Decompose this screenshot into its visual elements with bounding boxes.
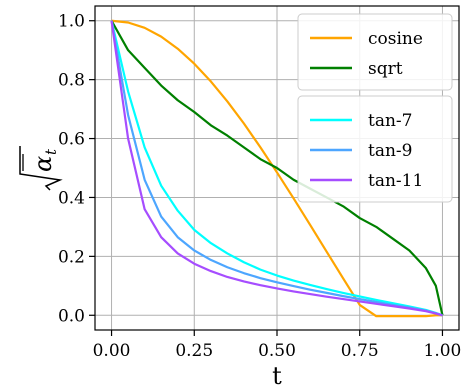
x-tick-labels: 0.00 0.25 0.50 0.75 1.00 [93,341,462,361]
y-axis-label: α t [19,146,63,191]
series-layer [110,19,444,318]
x-tick-label: 0.50 [258,341,296,361]
x-tick-label: 0.00 [93,341,131,361]
legend-middle: tan-7 tan-9 tan-11 [297,95,453,203]
y-tick-label: 0.4 [58,188,85,208]
legend-label-cosine: cosine [368,29,423,49]
legend-label-sqrt: sqrt [368,59,403,79]
y-tick-labels: 0.0 0.2 0.4 0.6 0.8 1.0 [58,12,85,327]
y-tick-label: 0.8 [58,71,85,91]
y-tick-label: 1.0 [58,12,85,32]
x-tick-label: 0.25 [175,341,213,361]
series-line-cosine [111,19,443,318]
x-axis-label: t [272,362,282,389]
series-line-tan-7 [110,20,443,317]
y-tick-label: 0.2 [58,247,85,267]
legend-label-tan-7: tan-7 [368,111,412,131]
svg-text:t: t [42,148,60,155]
series-line-tan-11 [110,20,443,317]
legend-label-tan-11: tan-11 [368,171,423,191]
legend-top: cosine sqrt [297,13,453,91]
y-tick-label: 0.6 [58,130,85,150]
y-tick-label: 0.0 [58,306,85,326]
x-tick-label: 1.00 [424,341,462,361]
legend-label-tan-9: tan-9 [368,141,412,161]
svg-text:α: α [29,156,57,172]
ticks [89,20,444,336]
x-tick-label: 0.75 [341,341,379,361]
series-line-sqrt [110,20,444,316]
